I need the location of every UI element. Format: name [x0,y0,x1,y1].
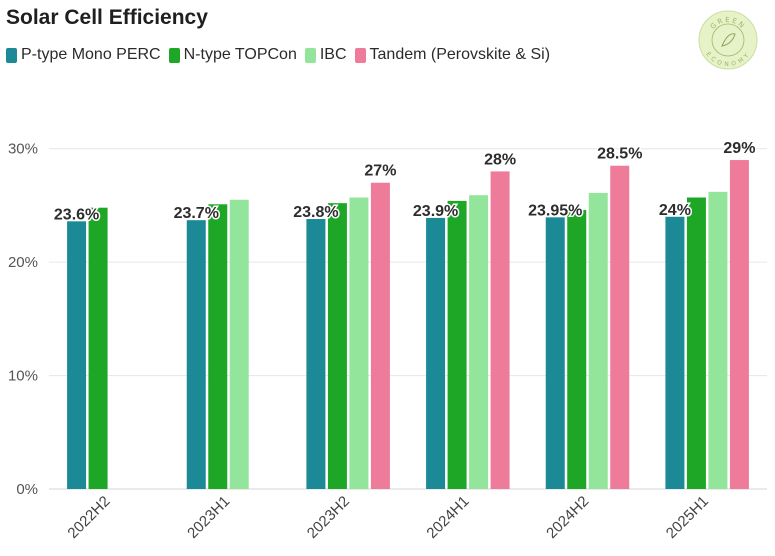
legend-swatch-topcon [168,47,180,63]
x-tick-label: 2023H1 [184,493,233,542]
legend-label-topcon: N-type TOPCon [183,46,297,63]
bar [67,221,87,489]
data-label: 28% [484,151,516,168]
bar [306,219,326,490]
x-tick-label: 2022H2 [64,493,113,542]
x-tick-label: 2024H1 [423,493,472,542]
legend-label-tandem: Tandem (Perovskite & Si) [369,46,551,63]
bar [490,171,510,489]
bar [186,220,206,489]
legend-swatch-tandem [354,47,366,63]
data-label: 27% [364,163,396,180]
legend-item-perc: P-type Mono PERC [6,46,161,64]
x-tick-label: 2023H2 [304,493,353,542]
bar [567,209,587,490]
green-economy-logo: GREEN ECONOMY [698,10,758,70]
bar [88,207,108,489]
bar [229,199,249,489]
legend-item-tandem: Tandem (Perovskite & Si) [354,46,551,64]
bar [447,200,467,490]
bar [686,197,706,489]
chart-title: Solar Cell Efficiency [6,6,208,29]
x-tick-label: 2024H2 [543,493,592,542]
y-tick-label: 0% [16,481,38,498]
data-label: 23.95% [528,202,582,219]
bar [208,204,228,489]
data-label: 23.9% [413,203,458,220]
legend: P-type Mono PERC N-type TOPCon IBC Tande… [6,46,558,64]
legend-swatch-ibc [304,47,316,63]
bar [729,160,749,490]
y-tick-label: 30% [8,141,38,158]
legend-label-perc: P-type Mono PERC [21,46,161,63]
x-tick-label: 2025H1 [663,493,712,542]
data-label: 24% [659,202,691,219]
y-tick-label: 10% [8,368,38,385]
bar [665,216,685,489]
bar [469,195,489,489]
leaf-icon [721,33,736,47]
bar [610,165,630,489]
data-label: 23.8% [293,204,338,221]
bar [708,191,728,489]
bar [370,182,390,489]
legend-item-ibc: IBC [304,46,347,64]
bar [349,197,369,489]
legend-label-ibc: IBC [319,46,347,63]
y-tick-label: 20% [8,254,38,271]
data-label: 28.5% [597,146,642,163]
bar [545,217,565,490]
legend-item-topcon: N-type TOPCon [168,46,297,64]
data-label: 29% [723,140,755,157]
legend-swatch-perc [6,47,17,63]
bar [327,203,347,489]
data-label: 23.6% [54,206,99,223]
data-label: 23.7% [174,205,219,222]
bar [588,192,608,490]
bar [426,217,446,490]
